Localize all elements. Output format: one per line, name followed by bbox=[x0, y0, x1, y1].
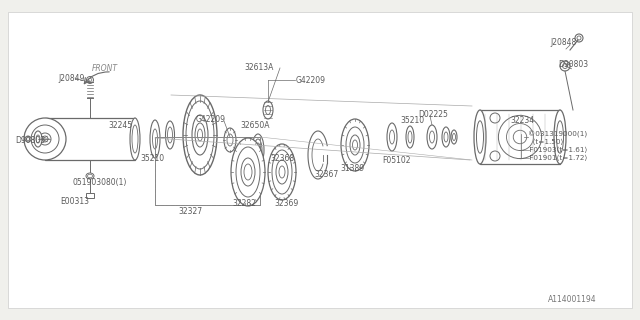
Ellipse shape bbox=[150, 120, 160, 158]
Text: —F01903⟨t=1.61⟩: —F01903⟨t=1.61⟩ bbox=[523, 147, 588, 153]
Text: 32245: 32245 bbox=[108, 121, 132, 130]
Ellipse shape bbox=[231, 138, 265, 206]
Ellipse shape bbox=[34, 131, 42, 147]
Ellipse shape bbox=[130, 118, 140, 160]
Text: 32613A: 32613A bbox=[244, 62, 273, 71]
Text: ⟨t=1.50⟩: ⟨t=1.50⟩ bbox=[528, 139, 563, 145]
Text: 32367: 32367 bbox=[314, 170, 339, 179]
Text: J20849: J20849 bbox=[58, 74, 84, 83]
Text: 35210: 35210 bbox=[140, 154, 164, 163]
Circle shape bbox=[25, 136, 31, 142]
Bar bbox=[155, 137, 260, 205]
Ellipse shape bbox=[183, 95, 217, 175]
Text: G42209: G42209 bbox=[296, 76, 326, 84]
Text: 051903080(1): 051903080(1) bbox=[72, 178, 126, 187]
Ellipse shape bbox=[406, 126, 414, 148]
Bar bbox=[155, 137, 260, 205]
Text: 35210: 35210 bbox=[400, 116, 424, 124]
Ellipse shape bbox=[224, 128, 236, 152]
Text: 32282: 32282 bbox=[232, 199, 256, 209]
Ellipse shape bbox=[263, 101, 273, 119]
Bar bbox=[45, 118, 135, 160]
Text: F05102: F05102 bbox=[382, 156, 410, 164]
Text: E00313: E00313 bbox=[60, 197, 89, 206]
Text: 32327: 32327 bbox=[178, 207, 202, 217]
Text: 32368: 32368 bbox=[270, 154, 294, 163]
Circle shape bbox=[86, 76, 93, 84]
Ellipse shape bbox=[451, 130, 457, 144]
Text: D90803: D90803 bbox=[15, 135, 45, 145]
Ellipse shape bbox=[252, 134, 264, 166]
Text: J20848: J20848 bbox=[550, 37, 576, 46]
Circle shape bbox=[24, 118, 66, 160]
Bar bbox=[480, 110, 560, 164]
Text: 32650A: 32650A bbox=[240, 121, 269, 130]
Circle shape bbox=[575, 34, 583, 42]
Ellipse shape bbox=[86, 173, 94, 179]
Text: 32234: 32234 bbox=[510, 116, 534, 124]
Text: D02225: D02225 bbox=[418, 109, 448, 118]
Text: FRONT: FRONT bbox=[92, 63, 118, 73]
Ellipse shape bbox=[554, 110, 566, 164]
Circle shape bbox=[560, 61, 570, 71]
Ellipse shape bbox=[427, 125, 437, 149]
Ellipse shape bbox=[474, 110, 486, 164]
Text: D90803: D90803 bbox=[558, 60, 588, 68]
Text: G42209: G42209 bbox=[196, 115, 226, 124]
Ellipse shape bbox=[442, 127, 450, 147]
Text: 31389: 31389 bbox=[340, 164, 364, 172]
Text: —F01901⟨t=1.72⟩: —F01901⟨t=1.72⟩ bbox=[523, 155, 588, 161]
Ellipse shape bbox=[268, 144, 296, 200]
Text: A114001194: A114001194 bbox=[548, 295, 596, 305]
Ellipse shape bbox=[192, 115, 208, 155]
Text: 32369: 32369 bbox=[274, 199, 298, 209]
Ellipse shape bbox=[166, 121, 175, 149]
Ellipse shape bbox=[387, 123, 397, 151]
Text: ©031319000(1): ©031319000(1) bbox=[528, 131, 587, 138]
Bar bbox=[86, 193, 94, 198]
Ellipse shape bbox=[341, 119, 369, 171]
